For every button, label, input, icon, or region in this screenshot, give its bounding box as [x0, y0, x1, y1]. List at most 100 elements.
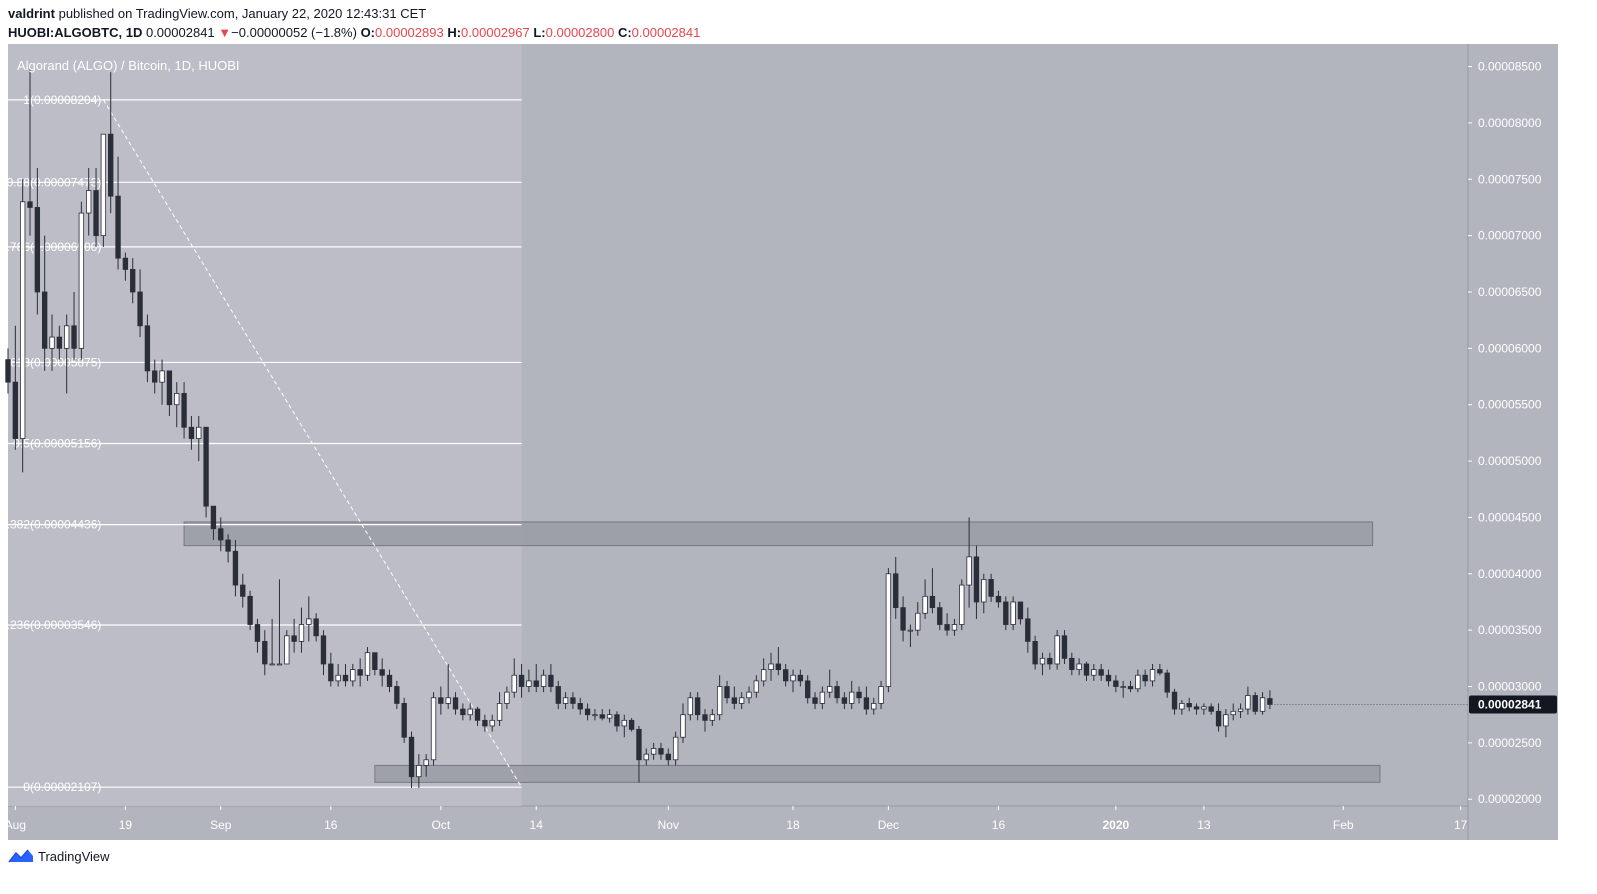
candle-up: [1223, 714, 1229, 727]
candle-up: [709, 714, 715, 721]
candle-up: [790, 674, 796, 682]
candle-down: [533, 680, 539, 687]
candle-up: [86, 190, 92, 214]
candle-down: [893, 573, 899, 609]
candle-down: [328, 663, 334, 682]
time-tick-label: Aug: [5, 818, 26, 832]
candle-up: [276, 663, 283, 666]
candle-down: [218, 528, 224, 541]
candle-up: [1201, 706, 1207, 710]
candle-up: [350, 669, 356, 682]
candle-down: [856, 691, 862, 699]
candle-up: [951, 624, 958, 631]
candle-down: [1208, 706, 1214, 712]
candle-down: [342, 674, 349, 682]
candle-up: [19, 201, 26, 439]
candle-down: [812, 697, 818, 704]
price-chart[interactable]: 1(0.00008204) 0.88(0.00007473) 0.786(0.000…: [0, 44, 1597, 840]
candle-down: [555, 686, 561, 704]
time-tick-label: Sep: [210, 818, 232, 832]
fib-level-label: 0(0.00002107): [23, 780, 101, 794]
candle-down: [262, 641, 268, 665]
candle-up: [1091, 669, 1097, 676]
candle-up: [562, 697, 569, 704]
candle-down: [694, 697, 701, 716]
symbol-label[interactable]: HUOBI:ALGOBTC, 1D: [8, 25, 143, 40]
candle-down: [702, 714, 708, 721]
close-value: 0.00002841: [631, 25, 701, 40]
candle-up: [643, 753, 649, 761]
candle-down: [1061, 635, 1068, 659]
candle-up: [768, 663, 774, 671]
tradingview-logo-icon: [8, 849, 33, 863]
author-name[interactable]: valdrint: [8, 6, 55, 21]
candle-down: [210, 505, 217, 530]
candle-down: [394, 686, 400, 704]
candle-down: [1142, 674, 1148, 682]
candle-up: [878, 686, 884, 704]
candle-down: [1171, 691, 1178, 710]
candle-up: [504, 691, 510, 704]
candle-down: [973, 556, 980, 603]
price-change: −0.00000052 (−1.8%): [231, 25, 357, 40]
candle-up: [423, 759, 429, 766]
candle-up: [526, 680, 532, 687]
candle-down: [929, 595, 936, 609]
price-tick-label: 0.00007500: [1478, 172, 1542, 186]
candle-up: [672, 736, 679, 761]
price-tick-label: 0.00003000: [1478, 680, 1542, 694]
fib-level-label: 0.88(0.00007473): [7, 175, 102, 189]
candle-up: [467, 708, 473, 716]
price-tick-label: 0.00008000: [1478, 116, 1542, 130]
candle-up: [915, 612, 921, 631]
candle-down: [797, 674, 804, 682]
candle-up: [1135, 674, 1141, 690]
time-tick-label: 18: [786, 818, 800, 832]
time-tick-label: 16: [992, 818, 1006, 832]
candle-down: [130, 269, 136, 293]
candle-down: [599, 714, 605, 719]
candle-down: [1047, 657, 1053, 665]
candle-down: [1113, 680, 1119, 687]
support-zone: [374, 764, 1381, 783]
candle-up: [1149, 669, 1156, 682]
candle-down: [452, 697, 459, 710]
candle-up: [100, 133, 107, 237]
candle-down: [1017, 601, 1024, 620]
candle-up: [159, 370, 165, 383]
candle-down: [401, 703, 407, 738]
candle-down: [357, 669, 363, 676]
candle-up: [746, 691, 752, 699]
candle-up: [1010, 601, 1016, 625]
candle-up: [761, 669, 767, 682]
tradingview-watermark[interactable]: TradingView: [8, 848, 110, 864]
high-label: H:: [447, 25, 462, 40]
candle-down: [71, 325, 77, 349]
low-value: 0.00002800: [545, 25, 615, 40]
candle-down: [56, 336, 63, 349]
candle-down: [834, 686, 840, 699]
candle-down: [548, 674, 554, 687]
candle-up: [489, 719, 495, 727]
candle-up: [753, 680, 760, 693]
candle-up: [885, 573, 892, 687]
candle-down: [137, 291, 143, 327]
candle-up: [196, 426, 202, 439]
candle-up: [738, 697, 745, 704]
fib-shade-region: [8, 44, 522, 806]
price-tick-label: 0.00003500: [1478, 623, 1542, 637]
time-tick-label: 19: [119, 818, 133, 832]
candle-down: [1164, 672, 1170, 693]
candle-down: [1003, 601, 1009, 625]
candle-down: [27, 201, 33, 208]
candle-down: [438, 697, 444, 704]
candle-down: [203, 426, 209, 507]
candle-down: [34, 207, 41, 293]
candle-up: [416, 765, 422, 778]
candle-up: [78, 212, 85, 349]
candle-down: [1215, 710, 1222, 727]
price-axis: [1468, 44, 1558, 840]
candle-down: [636, 728, 642, 761]
candle-up: [959, 584, 965, 625]
price-tick-label: 0.00002000: [1478, 792, 1542, 806]
